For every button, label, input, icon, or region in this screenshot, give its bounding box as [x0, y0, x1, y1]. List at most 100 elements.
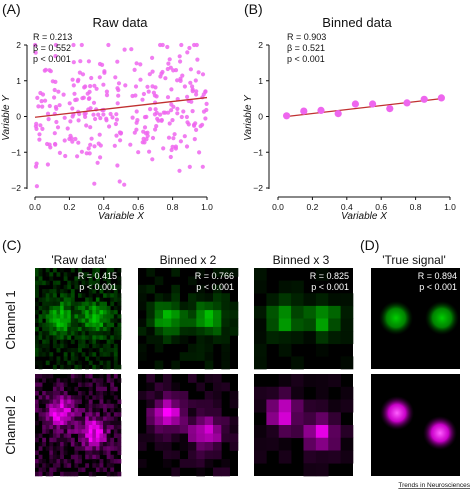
- panel-letter-a: (A): [2, 1, 21, 17]
- heatmap-cell: [103, 347, 107, 353]
- heatmap-cell: [106, 399, 111, 405]
- heatmap-cell: [154, 276, 164, 286]
- panel-b-y-tick-label: 0: [258, 112, 263, 122]
- heatmap-cell: [56, 395, 61, 400]
- heatmap-cell: [213, 391, 222, 400]
- heatmap-cell: [60, 403, 64, 409]
- panel-a-point: [133, 84, 139, 89]
- panel-b-y-tick-label: 1: [258, 76, 263, 86]
- panel-a-point: [118, 130, 124, 135]
- heatmap-cell: [204, 293, 214, 302]
- heatmap-cell: [81, 310, 86, 315]
- heatmap-cell: [117, 301, 122, 307]
- heatmap-cell: [221, 433, 230, 443]
- column-title-raw: 'Raw data': [51, 253, 106, 267]
- heatmap-cell: [171, 284, 180, 294]
- heatmap-cell: [103, 360, 107, 366]
- heatmap-cell: [138, 284, 147, 294]
- heatmap-cell: [74, 442, 79, 447]
- heatmap-cell: [154, 382, 164, 392]
- heatmap-cell: [328, 305, 341, 319]
- heatmap-cell: [117, 335, 122, 340]
- heatmap-cell: [110, 331, 115, 336]
- heatmap-cell: [328, 412, 341, 426]
- panel-a-point: [193, 78, 198, 83]
- heatmap-cell: [78, 301, 82, 307]
- heatmap-cell: [60, 293, 64, 298]
- heatmap-cell: [49, 297, 54, 302]
- heatmap-binned3-channel-2: [254, 374, 354, 477]
- heatmap-cell: [154, 293, 164, 302]
- heatmap-cell: [213, 450, 222, 460]
- heatmap-cell: [56, 382, 61, 388]
- heatmap-cell: [49, 352, 54, 357]
- heatmap-cell: [315, 305, 329, 319]
- heatmap-cell: [117, 326, 122, 332]
- heatmap-cell: [35, 318, 39, 324]
- heatmap-cell: [138, 318, 147, 328]
- heatmap-cell: [278, 280, 292, 294]
- heatmap-cell: [113, 446, 118, 451]
- panel-a-point: [185, 50, 190, 55]
- panel-a-stat-p: p < 0.001: [33, 54, 71, 64]
- heatmap-cell: [85, 399, 90, 405]
- heatmap-cell: [60, 343, 64, 349]
- heatmap-cell: [171, 360, 180, 370]
- heatmap-cell: [35, 386, 39, 392]
- heatmap-cell: [103, 331, 107, 336]
- heatmap-cell: [340, 437, 354, 451]
- heatmap-cell: [67, 416, 72, 422]
- panel-a-point: [166, 61, 171, 66]
- heatmap-cell: [154, 416, 164, 426]
- panel-a-point: [102, 70, 107, 75]
- heatmap-cell: [146, 433, 155, 443]
- heatmap-cell: [88, 416, 93, 422]
- heatmap-cell: [340, 318, 354, 332]
- heatmap-cell: [103, 437, 107, 443]
- true-signal-green-spot-left: [379, 301, 413, 335]
- panel-a-plot: 0.0 0.2 0.4 0.6 0.8 1.0 2 1 0 −1 −2 R = 0.213 β = …: [1, 32, 213, 222]
- heatmap-cell: [95, 378, 100, 383]
- heatmap-cell: [67, 425, 72, 430]
- panel-a-x-tick-label: 0.4: [98, 202, 110, 212]
- heatmap-cell: [38, 454, 43, 460]
- heatmap-cell: [117, 446, 122, 451]
- heatmap-cell: [113, 459, 118, 464]
- panel-a-point: [40, 126, 45, 131]
- heatmap-cell: [88, 391, 93, 396]
- heatmap-cell: [138, 301, 147, 311]
- heatmap-cell: [154, 442, 164, 451]
- heatmap-cell: [42, 352, 47, 357]
- heatmap-cell: [110, 446, 115, 451]
- heatmap-cell: [52, 429, 57, 434]
- heatmap-cell: [35, 335, 39, 340]
- heatmap-cell: [38, 314, 43, 319]
- panel-a-point: [170, 144, 175, 149]
- heatmap-cell: [106, 331, 111, 336]
- heatmap-cell: [254, 425, 267, 439]
- heatmap-cell: [92, 433, 97, 439]
- heatmap-cell: [42, 322, 47, 328]
- heatmap-cell: [85, 301, 90, 307]
- heatmap-cell: [81, 437, 86, 443]
- heatmap-cell: [113, 416, 118, 422]
- panel-a-point: [34, 126, 39, 131]
- panel-a-point: [88, 142, 93, 147]
- heatmap-cell: [38, 364, 43, 370]
- heatmap-cell: [88, 305, 93, 311]
- heatmap-cell: [113, 374, 118, 379]
- panel-a-point: [63, 153, 68, 159]
- heatmap-cell: [117, 318, 122, 324]
- panel-a-point: [68, 133, 73, 138]
- heatmap-cell: [95, 343, 100, 349]
- panel-a-point: [122, 47, 127, 52]
- heatmap-cell: [60, 450, 64, 456]
- heatmap-cell: [99, 429, 104, 434]
- heatmap-cell: [81, 425, 86, 430]
- heatmap-cell: [110, 352, 115, 357]
- heatmap-cell: [88, 289, 93, 294]
- panel-a-point: [101, 82, 106, 87]
- heatmap-cell: [328, 374, 341, 388]
- heatmap-cell: [254, 318, 267, 332]
- heatmap-cell: [171, 433, 180, 443]
